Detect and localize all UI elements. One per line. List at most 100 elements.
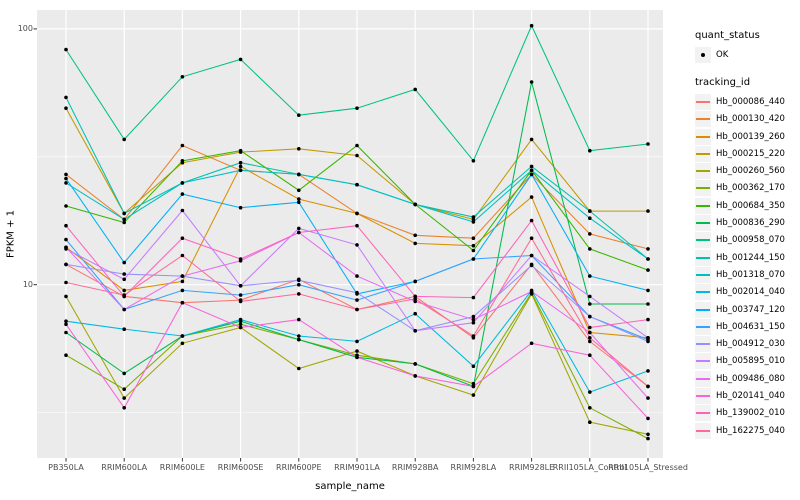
line-key-icon	[696, 135, 710, 138]
line-key-icon	[696, 308, 710, 311]
legend-tracking-id-title: tracking_id	[695, 77, 751, 89]
series-key-box	[695, 163, 711, 180]
series-key-box	[695, 405, 711, 422]
legend-item: Hb_001244_150	[695, 249, 800, 266]
legend-item: Hb_162275_040	[695, 422, 800, 439]
series-key-box	[695, 180, 711, 197]
legend-item: Hb_000086_440	[695, 93, 800, 110]
legend-item: Hb_005895_010	[695, 353, 800, 370]
legend-item: Hb_139002_010	[695, 405, 800, 422]
line-key-icon	[696, 360, 710, 363]
x-tick-label: RRIM600PE	[276, 463, 322, 472]
ok-key-box	[695, 46, 711, 63]
legend-item: Hb_002014_040	[695, 284, 800, 301]
legend-item-label: Hb_002014_040	[716, 287, 785, 298]
series-key-box	[695, 353, 711, 370]
legend-item: Hb_000836_290	[695, 214, 800, 232]
x-tick-label: RRIM600LA	[101, 463, 148, 472]
series-key-box	[695, 232, 711, 249]
legend-item: Hb_000684_350	[695, 197, 800, 214]
legend-item: Hb_004912_030	[695, 335, 800, 353]
legend-item-label: Hb_162275_040	[716, 425, 785, 436]
series-key-box	[695, 301, 711, 318]
legend-item: Hb_000362_170	[695, 180, 800, 197]
minor-gridlines	[37, 156, 663, 413]
legend-item-label: Hb_004631_150	[716, 321, 785, 332]
legend-item-label: Hb_003747_120	[716, 304, 785, 315]
legend-item: Hb_020141_040	[695, 387, 800, 404]
line-key-icon	[696, 325, 710, 328]
data-points	[64, 23, 650, 441]
line-key-icon	[696, 429, 710, 432]
legend-tracking-id-items: Hb_000086_440 Hb_000130_420 Hb_000139_260 H…	[695, 93, 800, 439]
line-key-icon	[696, 222, 710, 225]
legend-item-label: Hb_000139_260	[716, 131, 785, 142]
series-key-box	[695, 422, 711, 439]
legend-quant-status-title: quant_status	[695, 30, 760, 41]
plot-canvas	[33, 10, 663, 462]
legend-item-label: Hb_020141_040	[716, 390, 785, 401]
legend-tracking-id: tracking_id Hb_000086_440 Hb_000130_420 Hb…	[695, 77, 800, 439]
x-axis-title: sample_name	[315, 481, 385, 492]
series-key-box	[695, 145, 711, 162]
line-key-icon	[696, 412, 710, 415]
series-key-box	[695, 370, 711, 387]
legend-item-label: Hb_000086_440	[716, 96, 785, 107]
legend-item-label: Hb_005895_010	[716, 356, 785, 367]
x-tick-label: RRIM928LA	[450, 463, 497, 472]
line-key-icon	[696, 273, 710, 276]
legend-item-label: Hb_139002_010	[716, 408, 785, 419]
series-key-box	[695, 387, 711, 404]
legend-quant-status: quant_status OK	[695, 30, 800, 63]
legend-item: Hb_000215_220	[695, 145, 800, 162]
series-key-box	[695, 266, 711, 283]
series-key-box	[695, 249, 711, 266]
series-key-box	[695, 111, 711, 128]
legend-item-label: Hb_000836_290	[716, 218, 785, 229]
line-key-icon	[696, 152, 710, 155]
x-tick-label: RRIM928BA	[391, 463, 439, 472]
legend-item-label: Hb_009486_080	[716, 373, 785, 384]
legend-item: Hb_009486_080	[695, 370, 800, 387]
legend-item-label: Hb_000130_420	[716, 114, 785, 125]
line-key-icon	[696, 204, 710, 207]
line-key-icon	[696, 343, 710, 346]
series-key-box	[695, 215, 711, 232]
line-key-icon	[696, 256, 710, 259]
y-axis-title: FPKM + 1	[5, 209, 17, 259]
series-key-box	[695, 318, 711, 335]
series-key-box	[695, 336, 711, 353]
legend-item-label: OK	[716, 49, 729, 60]
major-gridlines	[37, 10, 663, 458]
series-key-box	[695, 93, 711, 110]
legend-item: Hb_000130_420	[695, 111, 800, 128]
legend-item: Hb_000260_560	[695, 162, 800, 180]
axis-ticks	[33, 28, 649, 462]
x-tick-label: RRIM928LE	[509, 463, 555, 472]
line-key-icon	[696, 239, 710, 242]
legend-item-label: Hb_004912_030	[716, 339, 785, 350]
legend-item: Hb_003747_120	[695, 301, 800, 318]
series-key-box	[695, 128, 711, 145]
legend-item-label: Hb_000958_070	[716, 235, 785, 246]
x-tick-label: RRII105LA_Stressed	[608, 463, 688, 472]
legend-item-ok: OK	[695, 46, 800, 63]
x-tick-label: PB350LA	[48, 463, 84, 472]
line-key-icon	[696, 187, 710, 190]
legend-item: Hb_000958_070	[695, 232, 800, 249]
y-tick-label: 10	[22, 279, 33, 289]
x-tick-label: RRIM901LA	[334, 463, 380, 472]
series-key-box	[695, 284, 711, 301]
y-tick-label: 100	[17, 23, 33, 33]
x-tick-label: RRII105LA_Control	[552, 463, 627, 472]
legend-item-label: Hb_001318_070	[716, 269, 785, 280]
legend-item-label: Hb_000684_350	[716, 200, 785, 211]
legend-item-label: Hb_000215_220	[716, 148, 785, 159]
legend-item: Hb_001318_070	[695, 266, 800, 283]
black-point-icon	[701, 52, 705, 57]
line-key-icon	[696, 377, 710, 380]
legend: quant_status OK tracking_id Hb_000086_44…	[695, 30, 800, 439]
legend-item: Hb_000139_260	[695, 128, 800, 145]
x-tick-label: RRIM600LE	[159, 463, 205, 472]
